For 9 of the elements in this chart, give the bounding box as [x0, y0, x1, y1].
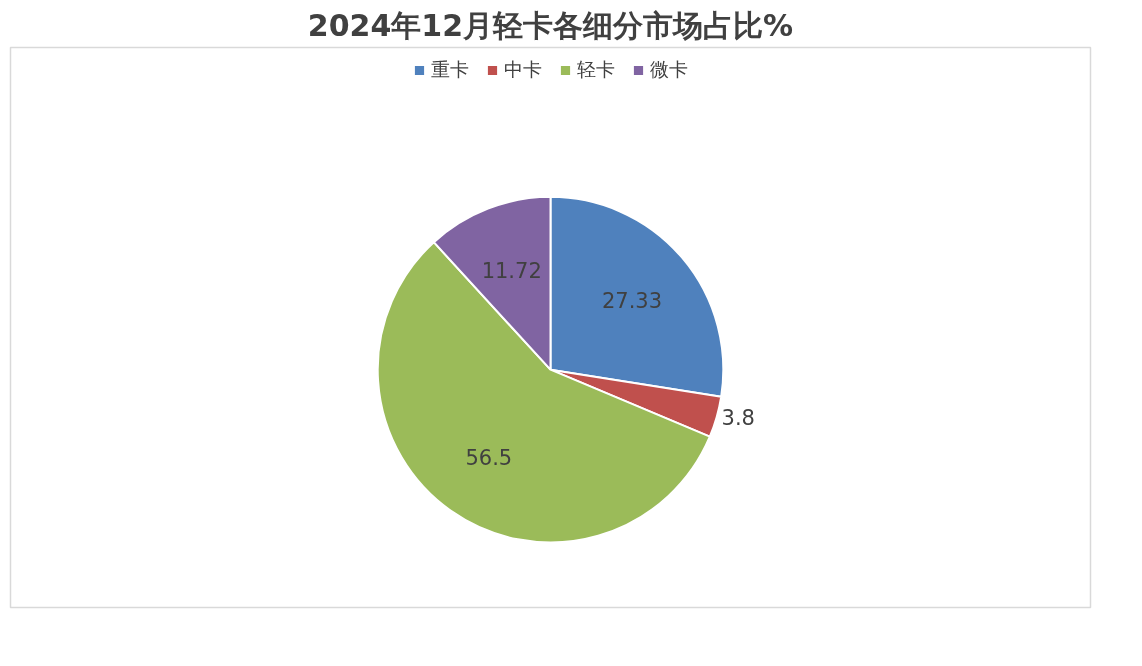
- legend-label: 微卡: [650, 57, 688, 82]
- data-label: 3.8: [721, 406, 755, 431]
- legend-label: 轻卡: [577, 57, 615, 82]
- data-label: 27.33: [601, 289, 663, 314]
- legend-label: 重卡: [431, 57, 469, 82]
- data-label: 56.5: [465, 446, 513, 471]
- data-label: 11.72: [481, 258, 542, 283]
- legend-label: 中卡: [504, 57, 542, 82]
- chart-title: 2024年12月轻卡各细分市场占比%: [307, 7, 794, 43]
